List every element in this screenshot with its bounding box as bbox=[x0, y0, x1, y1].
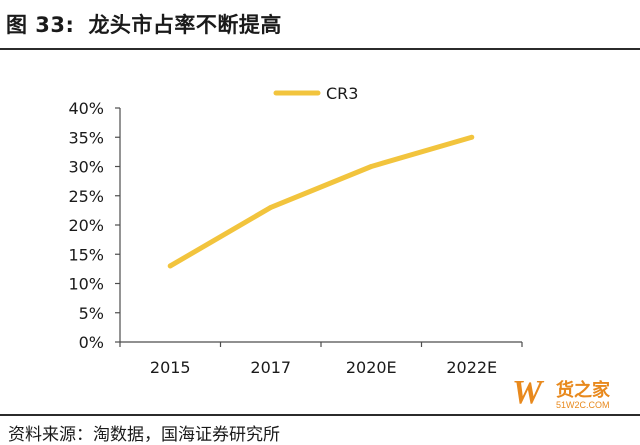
title-divider bbox=[0, 48, 640, 50]
y-tick-label: 40% bbox=[68, 99, 104, 118]
data-point bbox=[469, 134, 475, 140]
data-point bbox=[167, 263, 173, 269]
y-tick-label: 20% bbox=[68, 216, 104, 235]
x-tick-label: 2017 bbox=[250, 358, 291, 377]
y-tick-label: 0% bbox=[79, 333, 104, 352]
watermark-url: 51W2C.COM bbox=[556, 400, 610, 410]
y-tick-label: 35% bbox=[68, 128, 104, 147]
line-chart: 0% 5% 10% 15% 20% 25% 30% 35% 40% 2015 2017 2020E 20… bbox=[68, 84, 523, 377]
footer-divider bbox=[0, 414, 640, 416]
y-tick-label: 25% bbox=[68, 187, 104, 206]
y-tick-label: 30% bbox=[68, 158, 104, 177]
watermark-mark: W bbox=[512, 374, 543, 411]
figure-number: 图 33: bbox=[6, 13, 75, 37]
x-tick-label: 2022E bbox=[446, 358, 497, 377]
watermark-logo: W 货之家 51W2C.COM bbox=[512, 372, 630, 416]
watermark-text: 货之家 bbox=[556, 380, 610, 401]
x-tick-label: 2015 bbox=[150, 358, 191, 377]
chart-title: 龙头市占率不断提高 bbox=[88, 13, 282, 37]
y-tick-label: 10% bbox=[68, 275, 104, 294]
y-tick-label: 15% bbox=[68, 245, 104, 264]
x-tick-label: 2020E bbox=[346, 358, 397, 377]
data-point bbox=[368, 164, 374, 169]
figure-title: 图 33: 龙头市占率不断提高 bbox=[0, 0, 640, 48]
legend-label: CR3 bbox=[326, 84, 358, 103]
source-note: 资料来源：淘数据，国海证券研究所 bbox=[8, 425, 280, 445]
y-tick-label: 5% bbox=[79, 304, 104, 323]
series-line-cr3 bbox=[167, 134, 475, 269]
data-point bbox=[268, 205, 274, 210]
